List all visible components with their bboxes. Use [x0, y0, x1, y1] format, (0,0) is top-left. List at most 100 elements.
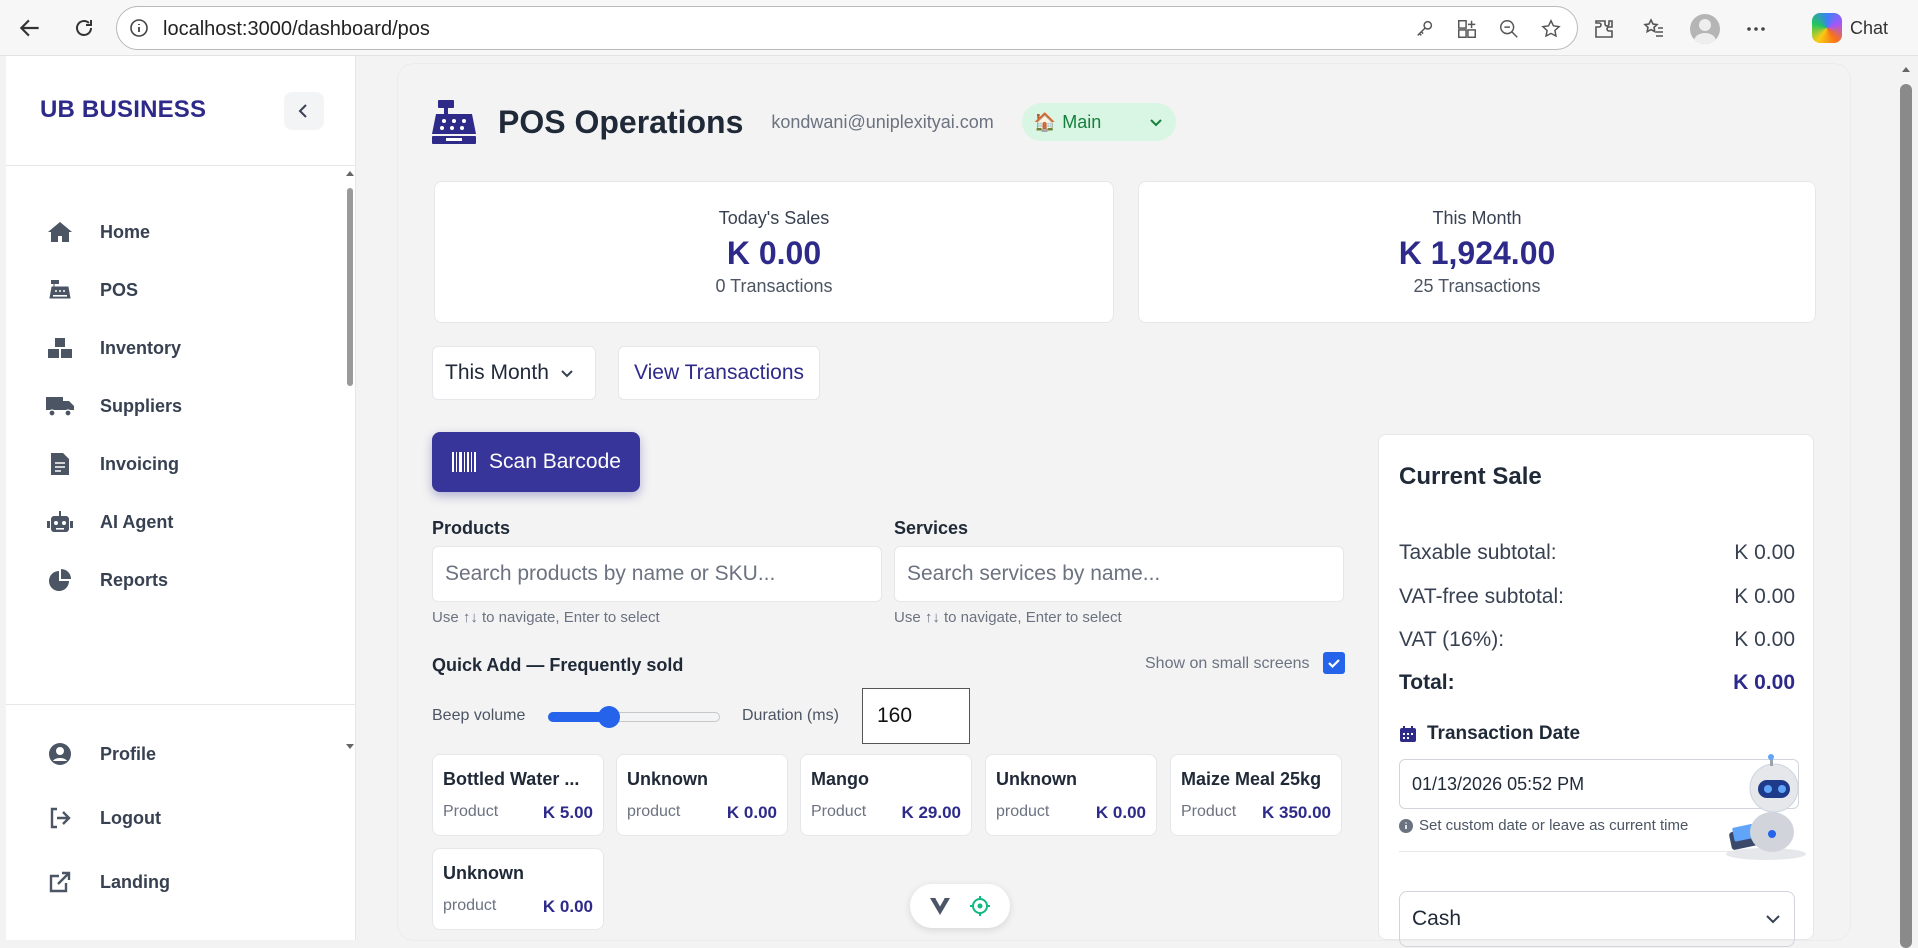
- quick-add-item[interactable]: Bottled Water ... Product K 5.00: [432, 754, 604, 836]
- vat-free-subtotal-row: VAT-free subtotal: K 0.00: [1399, 585, 1795, 609]
- sidebar-item-ai-agent[interactable]: AI Agent: [46, 508, 173, 536]
- sidebar-item-invoicing[interactable]: Invoicing: [46, 450, 179, 478]
- small-screens-checkbox[interactable]: [1323, 652, 1345, 674]
- transaction-date-label: Transaction Date: [1399, 723, 1580, 745]
- house-icon: 🏠: [1033, 111, 1057, 132]
- quick-add-item[interactable]: Mango Product K 29.00: [800, 754, 972, 836]
- page-scrollbar[interactable]: [1894, 56, 1918, 948]
- user-circle-icon: [46, 740, 74, 768]
- copilot-icon: [1812, 13, 1842, 43]
- current-sale-title: Current Sale: [1399, 463, 1542, 490]
- quick-add-title: Quick Add — Frequently sold: [432, 655, 684, 675]
- reload-button[interactable]: [66, 10, 102, 46]
- sidebar-item-label: POS: [100, 279, 139, 300]
- payment-method-select[interactable]: Cash: [1399, 891, 1795, 947]
- chevron-down-icon: [1766, 915, 1780, 924]
- sidebar-item-label: Reports: [100, 569, 169, 590]
- calendar-icon: [1400, 726, 1416, 742]
- vat-row: VAT (16%): K 0.00: [1399, 628, 1795, 652]
- scan-barcode-label: Scan Barcode: [489, 450, 621, 473]
- sidebar-item-logout[interactable]: Logout: [46, 804, 161, 832]
- target-icon[interactable]: [969, 895, 991, 917]
- back-button[interactable]: [12, 10, 48, 46]
- sidebar-item-profile[interactable]: Profile: [46, 740, 156, 768]
- extensions-icon[interactable]: [1590, 16, 1618, 42]
- row-label: Total:: [1399, 671, 1455, 694]
- quick-add-item[interactable]: Unknown product K 0.00: [985, 754, 1157, 836]
- row-label: Taxable subtotal:: [1399, 541, 1557, 564]
- page-header: POS Operations kondwani@uniplexityai.com…: [430, 98, 1176, 146]
- favorites-list-icon[interactable]: [1640, 16, 1668, 42]
- products-search-field[interactable]: [432, 546, 882, 602]
- stat-label: This Month: [1432, 208, 1522, 228]
- apps-icon[interactable]: [1453, 16, 1481, 42]
- sidebar-scroll-thumb[interactable]: [347, 188, 353, 386]
- products-search-input[interactable]: [433, 547, 881, 601]
- slider-fill: [548, 712, 609, 722]
- page-scroll-thumb[interactable]: [1900, 84, 1912, 948]
- services-search-input[interactable]: [895, 547, 1343, 601]
- address-url[interactable]: localhost:3000/dashboard/pos: [163, 18, 430, 40]
- transaction-date-input[interactable]: 01/13/2026 05:52 PM: [1399, 759, 1799, 809]
- ai-assistant-robot-icon[interactable]: [1708, 752, 1816, 862]
- item-name: Unknown: [996, 769, 1077, 789]
- services-hint: Use ↑↓ to navigate, Enter to select: [894, 609, 1122, 626]
- sidebar-item-landing[interactable]: Landing: [46, 868, 170, 896]
- scroll-up-icon: [346, 171, 354, 176]
- total-value: K 0.00: [1733, 671, 1795, 694]
- scroll-up-icon: [1902, 67, 1910, 72]
- external-link-icon: [46, 868, 74, 896]
- collapse-sidebar-button[interactable]: [284, 92, 324, 130]
- scan-barcode-button[interactable]: Scan Barcode: [432, 432, 640, 492]
- period-value: This Month: [445, 361, 549, 384]
- copilot-chat-button[interactable]: Chat: [1812, 10, 1888, 46]
- item-name: Bottled Water ...: [443, 769, 580, 789]
- more-menu-icon[interactable]: [1742, 16, 1770, 42]
- period-select[interactable]: This Month: [432, 346, 596, 400]
- pie-chart-icon: [46, 566, 74, 594]
- chevron-left-icon: [298, 104, 307, 118]
- view-transactions-button[interactable]: View Transactions: [618, 346, 820, 400]
- quick-add-item[interactable]: Maize Meal 25kg Product K 350.00: [1170, 754, 1342, 836]
- user-email: kondwani@uniplexityai.com: [771, 111, 994, 132]
- quick-add-item[interactable]: Unknown product K 0.00: [616, 754, 788, 836]
- sidebar-item-reports[interactable]: Reports: [46, 566, 168, 594]
- sidebar-item-label: Inventory: [100, 337, 182, 358]
- scroll-down-icon: [346, 744, 354, 749]
- item-type: Product: [811, 803, 867, 820]
- branch-selector[interactable]: 🏠 Main: [1021, 103, 1176, 141]
- payment-method-value: Cash: [1412, 907, 1462, 930]
- zoom-out-icon[interactable]: [1495, 16, 1523, 42]
- sidebar-item-inventory[interactable]: Inventory: [46, 334, 181, 362]
- sidebar-divider: [6, 165, 356, 166]
- small-screens-label: Show on small screens: [1145, 655, 1310, 672]
- quick-add-item[interactable]: Unknown product K 0.00: [432, 848, 604, 930]
- sale-divider: [1399, 851, 1795, 852]
- profile-avatar-icon[interactable]: [1690, 14, 1720, 44]
- address-bar[interactable]: localhost:3000/dashboard/pos: [116, 6, 1578, 50]
- brand-logo[interactable]: UB BUSINESS: [40, 96, 207, 123]
- sidebar-scrollbar[interactable]: [344, 168, 356, 749]
- duration-input[interactable]: 160: [862, 688, 970, 744]
- info-icon: [1399, 818, 1413, 833]
- site-info-icon[interactable]: [129, 18, 149, 38]
- robot-icon: [46, 508, 74, 536]
- products-label: Products: [432, 518, 511, 538]
- sidebar-item-pos[interactable]: POS: [46, 276, 138, 304]
- sidebar-item-suppliers[interactable]: Suppliers: [46, 392, 182, 420]
- item-type: product: [443, 897, 497, 914]
- vue-devtools-icon[interactable]: [929, 896, 951, 916]
- item-price: K 350.00: [1262, 803, 1331, 822]
- browser-chrome: localhost:3000/dashboard/pos Chat: [0, 0, 1918, 56]
- beep-volume-slider[interactable]: [548, 706, 720, 728]
- favorite-star-icon[interactable]: [1537, 16, 1565, 42]
- services-label: Services: [894, 518, 969, 538]
- key-icon[interactable]: [1411, 16, 1439, 42]
- beep-volume-label: Beep volume: [432, 707, 526, 724]
- sidebar-item-home[interactable]: Home: [46, 218, 150, 246]
- slider-handle[interactable]: [598, 706, 620, 728]
- item-price: K 29.00: [901, 803, 961, 822]
- services-search-field[interactable]: [894, 546, 1344, 602]
- floating-toolbar: [910, 884, 1010, 928]
- reload-icon: [76, 20, 92, 36]
